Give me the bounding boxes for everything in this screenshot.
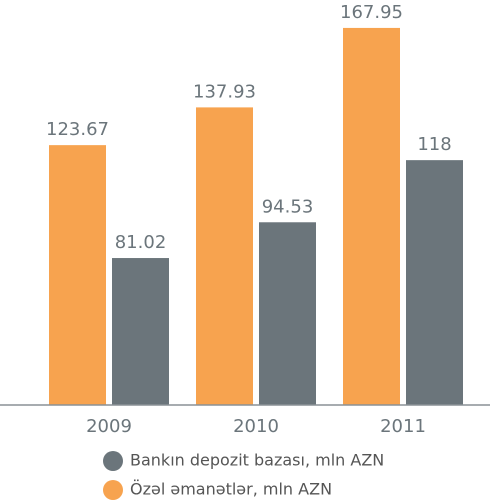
data-label: 94.53 [262,196,314,217]
data-label: 137.93 [193,81,256,102]
x-tick-label: 2010 [233,416,279,437]
data-label: 81.02 [115,232,167,253]
x-tick-label: 2011 [380,416,426,437]
bar [196,107,253,405]
legend: Bankın depozit bazası, mln AZN Özəl əmanə… [103,451,384,500]
data-label: 123.67 [46,119,109,140]
bar [406,160,463,405]
legend-swatch [103,451,123,471]
data-label: 167.95 [340,2,403,23]
legend-swatch [103,480,123,500]
data-label: 118 [417,134,451,155]
bar [259,222,316,405]
bar [343,27,400,405]
bar [49,145,106,405]
bar [112,258,169,405]
legend-label: Bankın depozit bazası, mln AZN [130,451,384,470]
x-tick-label: 2009 [86,416,132,437]
legend-label: Özəl əmanətlər, mln AZN [130,480,332,499]
